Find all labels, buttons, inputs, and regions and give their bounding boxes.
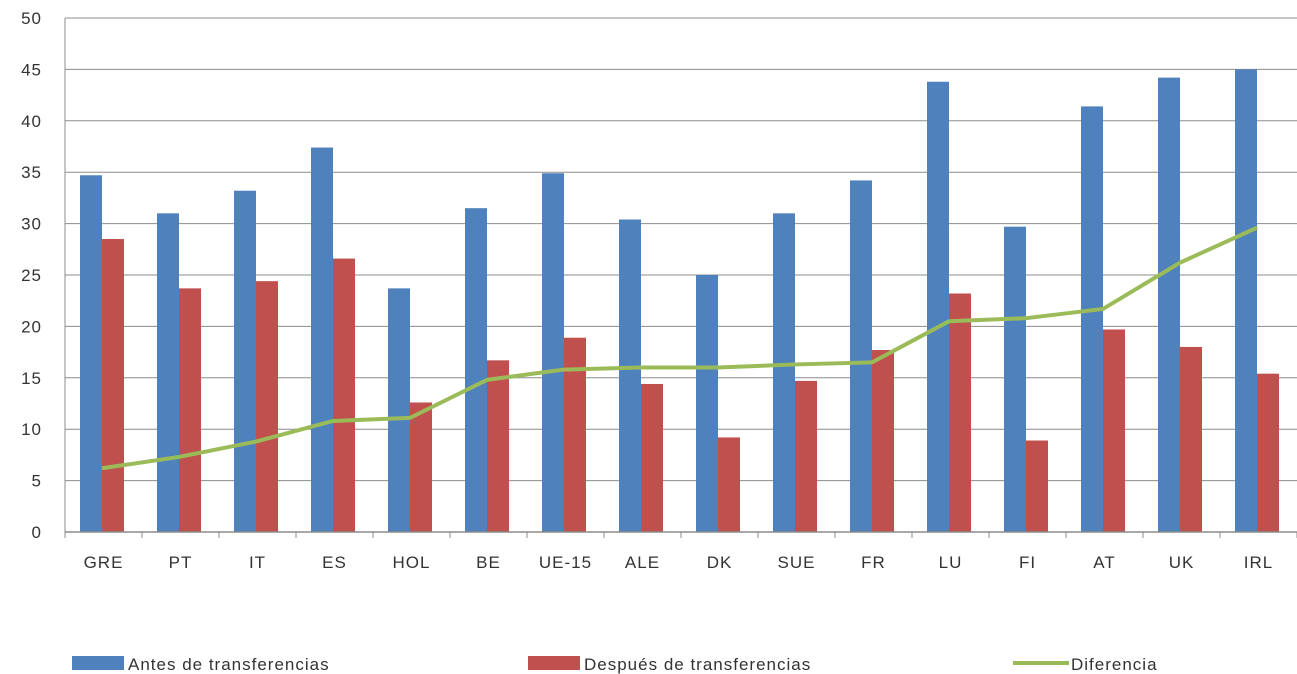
y-tick-label: 25 (21, 266, 42, 285)
bars (80, 69, 1279, 533)
bar-antes (1004, 226, 1026, 532)
bar-antes (542, 173, 564, 532)
x-tick-label: BE (476, 553, 501, 572)
bar-antes (850, 180, 872, 532)
legend-label: Después de transferencias (584, 655, 811, 674)
bar-despues (1257, 373, 1279, 532)
legend-swatch (528, 656, 580, 670)
bar-despues (179, 288, 201, 532)
x-tick-label: IRL (1244, 553, 1273, 572)
x-tick-label: UE-15 (539, 553, 592, 572)
y-tick-label: 45 (21, 60, 42, 79)
bar-despues (1103, 329, 1125, 532)
legend-label: Diferencia (1071, 655, 1158, 674)
y-tick-label: 40 (21, 112, 42, 131)
line-point (717, 367, 719, 369)
y-tick-label: 15 (21, 369, 42, 388)
bar-despues (718, 437, 740, 532)
bar-despues (1180, 346, 1202, 532)
line-point (409, 417, 411, 419)
bar-antes (696, 275, 718, 532)
bar-antes (773, 213, 795, 532)
bar-despues (872, 350, 894, 532)
line-point (178, 456, 180, 458)
bar-despues (641, 383, 663, 532)
y-tick-label: 50 (21, 9, 42, 28)
line-point (794, 363, 796, 365)
x-tick-label: HOL (393, 553, 431, 572)
legend-label: Antes de transferencias (128, 655, 330, 674)
line-point (101, 467, 103, 469)
bar-antes (1081, 106, 1103, 533)
y-tick-label: 0 (32, 523, 42, 542)
x-tick-label: ALE (625, 553, 660, 572)
y-tick-label: 10 (21, 420, 42, 439)
bar-despues (795, 380, 817, 532)
x-tick-label: ES (322, 553, 347, 572)
line-point (640, 367, 642, 369)
line-point (1256, 227, 1258, 229)
y-tick-label: 30 (21, 215, 42, 234)
x-tick-label: DK (707, 553, 733, 572)
y-tick-label: 5 (32, 472, 42, 491)
legend-swatch (72, 656, 124, 670)
bar-despues (256, 281, 278, 532)
line-point (871, 361, 873, 363)
line-point (486, 379, 488, 381)
bar-despues (487, 360, 509, 532)
y-tick-label: 35 (21, 163, 42, 182)
bar-antes (234, 190, 256, 533)
x-tick-label: AT (1093, 553, 1115, 572)
bar-despues (410, 402, 432, 532)
x-tick-label: UK (1169, 553, 1195, 572)
line-point (563, 369, 565, 371)
line-point (948, 320, 950, 322)
bar-antes (80, 175, 102, 532)
x-tick-label: PT (169, 553, 193, 572)
legend: Antes de transferencias Después de transf… (72, 655, 1158, 674)
bar-despues (102, 239, 124, 532)
bar-antes (157, 213, 179, 532)
bar-despues (564, 337, 586, 532)
bar-antes (465, 208, 487, 532)
bar-antes (388, 288, 410, 532)
x-tick-label: FI (1019, 553, 1036, 572)
bar-despues (1026, 440, 1048, 532)
line-point (1025, 317, 1027, 319)
difference-line (101, 225, 1258, 471)
line-diferencia (101, 225, 1258, 471)
bar-despues (949, 293, 971, 532)
x-tick-label: FR (861, 553, 886, 572)
line-point (332, 420, 334, 422)
line-point (1102, 308, 1104, 310)
bar-antes (927, 81, 949, 533)
line-point (255, 441, 257, 443)
bar-antes (311, 147, 333, 532)
bar-antes (1235, 69, 1257, 533)
y-tick-label: 20 (21, 317, 42, 336)
bar-despues (333, 258, 355, 532)
x-tick-label: GRE (84, 553, 124, 572)
x-axis (64, 18, 1297, 538)
line-point (1179, 262, 1181, 264)
x-tick-label: LU (939, 553, 963, 572)
x-axis-labels: GRE PT IT ES HOL BE UE-15 ALE DK SUE FR LU FI AT UK IRL (84, 553, 1273, 572)
bar-antes (619, 219, 641, 532)
y-axis: 0 5 10 15 20 25 30 35 40 45 50 (21, 9, 42, 542)
bar-antes (1158, 77, 1180, 533)
x-tick-label: SUE (778, 553, 816, 572)
x-tick-label: IT (249, 553, 266, 572)
